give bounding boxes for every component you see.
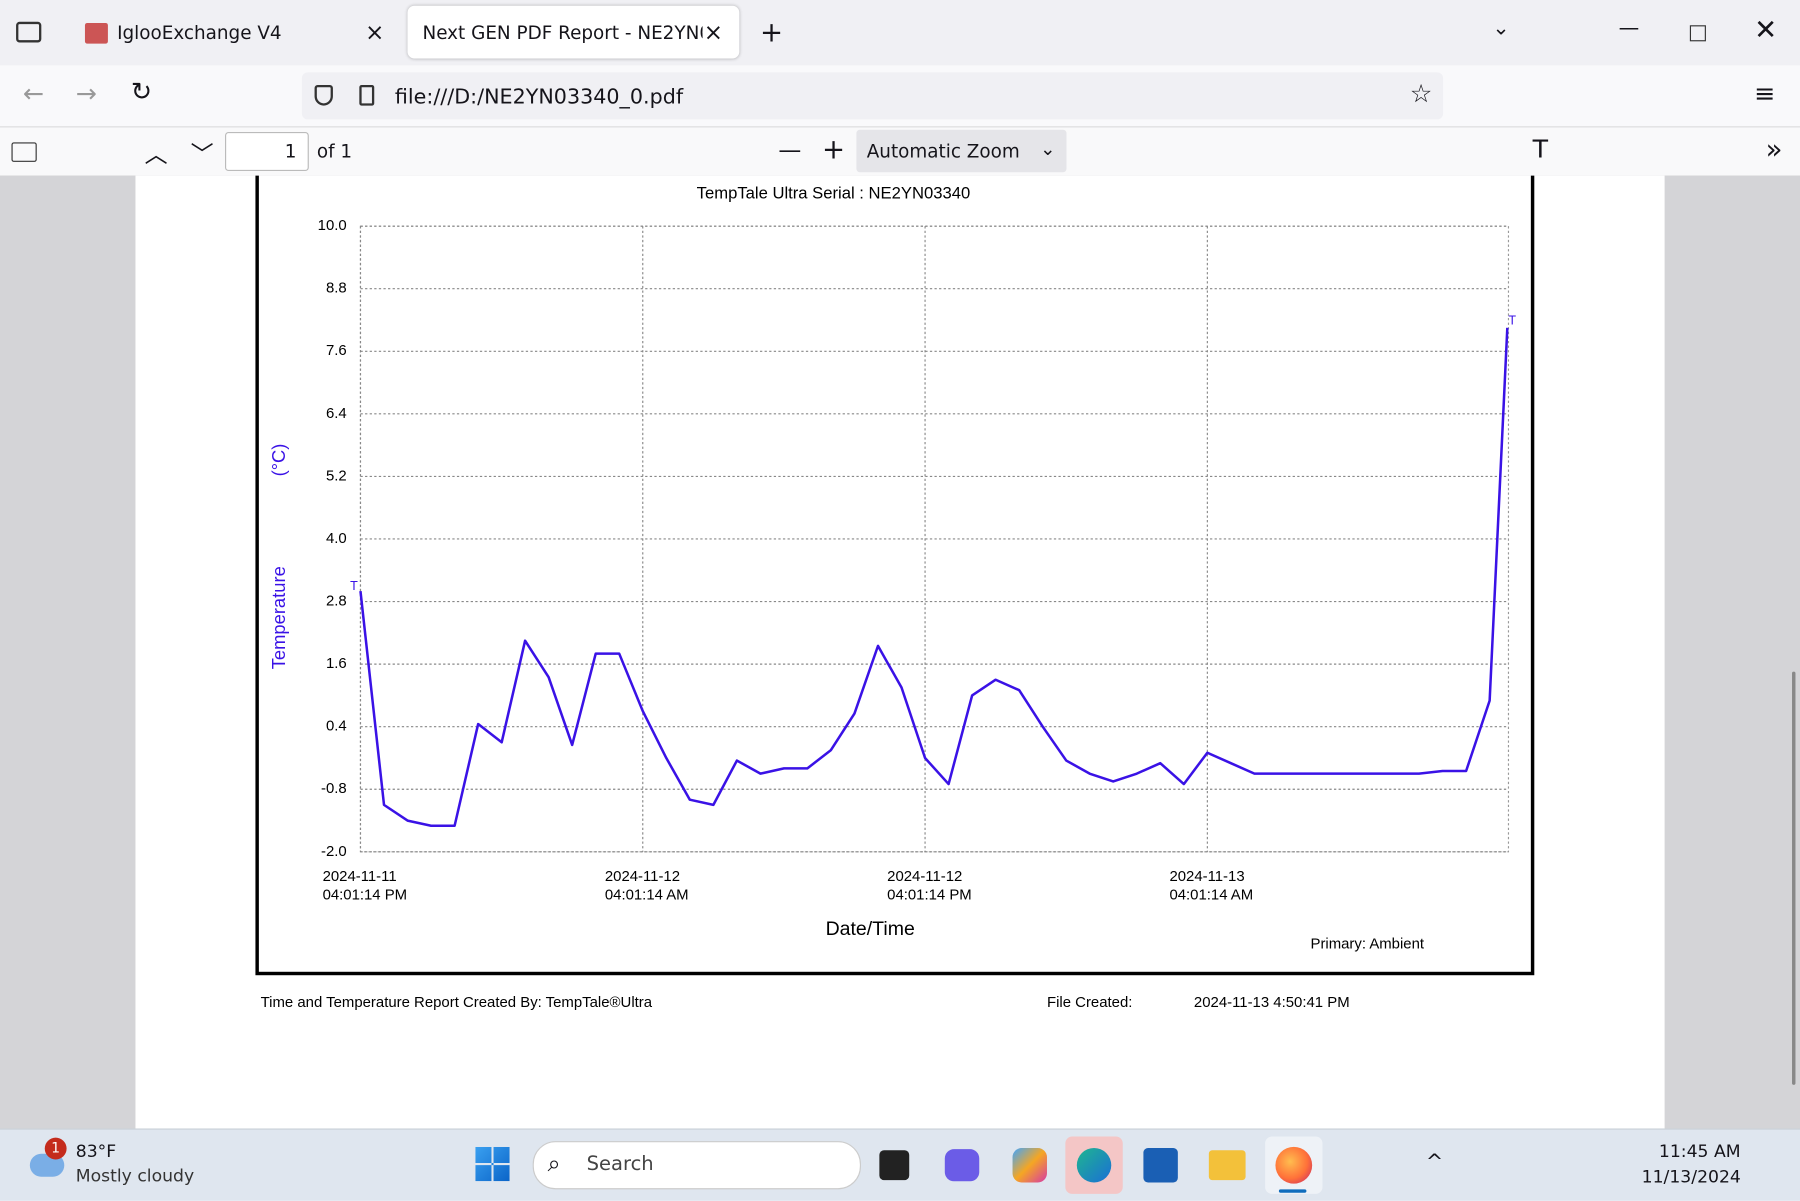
chart-frame <box>255 175 1535 976</box>
shield-icon[interactable] <box>314 84 333 106</box>
next-page[interactable]: ﹀ <box>190 140 214 168</box>
y-tick-label: 0.4 <box>326 718 347 735</box>
page-number[interactable]: 1 <box>284 140 297 162</box>
tray-expand[interactable]: ^ <box>1425 1150 1444 1175</box>
tab-close[interactable]: × <box>365 18 385 46</box>
url-bar[interactable] <box>301 72 1444 120</box>
weather-badge: 1 <box>44 1137 67 1160</box>
weather-temp[interactable]: 83°F <box>75 1141 117 1162</box>
start-marker: T <box>350 579 358 593</box>
file-created: 2024-11-13 4:50:41 PM <box>1193 993 1350 1011</box>
tab-list-button[interactable] <box>16 21 42 43</box>
y-tick-label: 4.0 <box>326 530 347 547</box>
url[interactable]: file:///D:/NE2YN03340_0.pdf <box>394 84 684 110</box>
restore[interactable] <box>1689 25 1706 42</box>
y-tick-label: 5.2 <box>326 467 347 484</box>
x-tick-label: 2024-11-11 04:01:14 PM <box>323 868 408 903</box>
store[interactable] <box>1143 1148 1178 1183</box>
y-tick-label: 7.6 <box>326 342 347 359</box>
tab-icon <box>84 22 108 44</box>
pdf-page <box>135 175 1665 1129</box>
task-view[interactable] <box>879 1150 910 1181</box>
file-icon <box>359 84 375 106</box>
minimize[interactable]: — <box>1618 16 1640 41</box>
search-icon: ⌕ <box>547 1149 561 1177</box>
teams[interactable] <box>944 1149 980 1182</box>
chart-title: TempTale Ultra Serial : NE2YN03340 <box>697 183 971 202</box>
weather-text[interactable]: Mostly cloudy <box>75 1165 195 1186</box>
x-tick-label: 2024-11-12 04:01:14 PM <box>887 868 972 903</box>
y-axis-unit: (°C) <box>268 444 289 477</box>
menu[interactable]: ≡ <box>1754 80 1776 110</box>
copilot[interactable] <box>1012 1148 1047 1183</box>
y-tick-label: -0.8 <box>321 780 347 797</box>
end-marker: T <box>1508 313 1516 327</box>
x-axis-label: Date/Time <box>826 918 915 940</box>
file-explorer[interactable] <box>1208 1150 1246 1181</box>
zoom-value[interactable]: Automatic Zoom <box>866 140 1020 162</box>
back[interactable]: ← <box>22 80 45 110</box>
reload[interactable]: ↻ <box>130 78 153 107</box>
forward[interactable]: → <box>75 80 97 110</box>
y-axis-label: Temperature <box>268 566 289 669</box>
y-tick-label: 2.8 <box>326 592 347 609</box>
x-tick-label: 2024-11-13 04:01:14 AM <box>1169 868 1253 903</box>
search-box[interactable] <box>532 1141 861 1190</box>
tab-title[interactable]: Next GEN PDF Report - NE2YN0334 <box>422 21 702 44</box>
active-tab[interactable] <box>407 5 740 59</box>
x-tick-label-line: 04:01:14 AM <box>1169 886 1253 903</box>
clock-time[interactable]: 11:45 AM <box>1658 1141 1741 1162</box>
chart: TempTale Ultra Serial : NE2YN03340 Tempe… <box>255 175 1535 976</box>
x-tick-label-line: 2024-11-13 <box>1169 868 1244 885</box>
tab-menu[interactable]: ⌄ <box>1492 16 1510 41</box>
new-tab[interactable]: + <box>759 16 784 49</box>
text-tool[interactable]: T <box>1532 135 1549 165</box>
zoom-in[interactable]: + <box>821 133 846 166</box>
scrollbar[interactable] <box>1792 671 1796 1085</box>
clock-date[interactable]: 11/13/2024 <box>1641 1166 1741 1188</box>
zoom-select[interactable] <box>856 129 1067 173</box>
zoom-out[interactable]: — <box>778 135 802 164</box>
page-input[interactable] <box>225 132 309 172</box>
edge[interactable] <box>1076 1148 1112 1183</box>
file-created-label: File Created: <box>1046 993 1133 1011</box>
prev-page[interactable]: ︿ <box>144 140 168 168</box>
firefox[interactable] <box>1275 1146 1313 1184</box>
sidebar-toggle[interactable] <box>11 142 37 162</box>
report-created-by: Time and Temperature Report Created By: … <box>260 993 653 1011</box>
tab-bar <box>0 0 1800 66</box>
x-tick-label-line: 04:01:14 PM <box>323 886 408 903</box>
active-indicator <box>1278 1189 1307 1193</box>
tab-close[interactable]: × <box>703 18 723 46</box>
more-tools[interactable]: » <box>1765 133 1783 166</box>
zoom-arrow[interactable]: ⌄ <box>1040 137 1056 160</box>
tab-title[interactable]: IglooExchange V4 <box>117 21 282 44</box>
weather-icon[interactable] <box>29 1153 65 1177</box>
x-tick-label-line: 04:01:14 PM <box>887 886 972 903</box>
y-tick-label: -2.0 <box>321 843 347 860</box>
y-tick-label: 6.4 <box>326 405 347 422</box>
page-count: of 1 <box>316 140 353 162</box>
x-tick-label-line: 2024-11-12 <box>887 868 962 885</box>
close-window[interactable]: ✕ <box>1754 13 1778 46</box>
x-tick-label-line: 2024-11-11 <box>323 868 397 885</box>
x-tick-label-line: 2024-11-12 <box>605 868 680 885</box>
chart-note: Primary: Ambient <box>1311 936 1425 953</box>
x-tick-label-line: 04:01:14 AM <box>605 886 689 903</box>
search-text[interactable]: Search <box>586 1152 654 1176</box>
data-line <box>359 327 1509 828</box>
bookmark[interactable]: ☆ <box>1409 80 1433 110</box>
y-tick-label: 8.8 <box>326 280 347 297</box>
x-tick-label: 2024-11-12 04:01:14 AM <box>605 868 689 903</box>
y-tick-label: 1.6 <box>326 655 347 672</box>
y-tick-label: 10.0 <box>318 217 347 234</box>
